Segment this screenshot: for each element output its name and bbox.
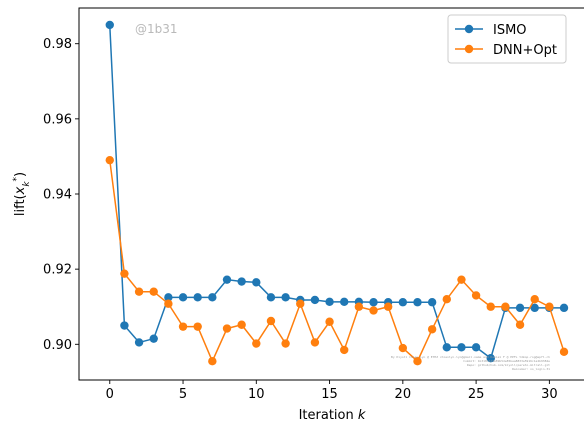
data-point-dnn-opt bbox=[340, 345, 349, 355]
data-point-dnn-opt bbox=[164, 299, 173, 308]
data-point-ismo bbox=[252, 278, 261, 287]
data-point-ismo bbox=[178, 293, 188, 302]
data-point-dnn-opt bbox=[105, 155, 114, 165]
data-point-dnn-opt bbox=[266, 316, 276, 326]
x-axis-label-var: k bbox=[358, 408, 366, 423]
data-point-ismo bbox=[369, 298, 378, 307]
legend-label-ismo: ISMO bbox=[493, 23, 527, 38]
data-point-dnn-opt bbox=[325, 317, 334, 326]
credit-line: By Kiyoll Chien Lyn @ ETHZ chienlyn.lyn@… bbox=[391, 355, 550, 359]
data-point-ismo bbox=[208, 293, 217, 302]
x-tick-label: 20 bbox=[395, 387, 412, 402]
data-point-ismo bbox=[105, 20, 114, 30]
data-point-ismo bbox=[427, 298, 437, 307]
data-point-dnn-opt bbox=[442, 295, 451, 304]
data-point-dnn-opt bbox=[120, 269, 129, 278]
legend: ISMO DNN+Opt bbox=[447, 14, 567, 64]
x-tick-label: 5 bbox=[179, 387, 187, 402]
y-tick-label: 0.92 bbox=[43, 263, 72, 278]
data-point-ismo bbox=[222, 275, 232, 284]
data-point-ismo bbox=[149, 334, 158, 343]
credit-line: Repo: github/hub.com/kiyoll/pareto-mitra… bbox=[467, 363, 550, 367]
data-point-dnn-opt bbox=[559, 347, 569, 357]
data-point-ismo bbox=[120, 321, 129, 330]
data-point-dnn-opt bbox=[354, 302, 364, 311]
legend-box bbox=[447, 14, 567, 64]
data-point-dnn-opt bbox=[457, 275, 466, 284]
data-point-dnn-opt bbox=[427, 325, 437, 334]
y-tick-label: 0.96 bbox=[43, 112, 72, 127]
x-axis-label-text: Iteration bbox=[299, 408, 354, 423]
axes-background bbox=[79, 8, 584, 380]
data-point-ismo bbox=[310, 295, 320, 305]
data-point-ismo bbox=[193, 293, 202, 302]
data-point-ismo bbox=[266, 293, 276, 302]
y-tick-label: 0.94 bbox=[43, 188, 72, 203]
data-point-ismo bbox=[530, 303, 539, 313]
watermark: @1b31 bbox=[135, 22, 178, 36]
x-tick-label: 0 bbox=[106, 387, 114, 402]
x-tick-label: 10 bbox=[248, 387, 265, 402]
y-tick-label: 0.90 bbox=[43, 338, 72, 353]
data-point-ismo bbox=[237, 277, 246, 286]
data-point-dnn-opt bbox=[398, 343, 408, 353]
data-point-dnn-opt bbox=[296, 299, 305, 308]
data-point-ismo bbox=[134, 338, 144, 347]
y-tick-label: 0.98 bbox=[43, 37, 72, 52]
data-point-ismo bbox=[398, 298, 408, 307]
series-layer bbox=[105, 20, 569, 366]
data-point-ismo bbox=[164, 293, 173, 302]
data-point-ismo bbox=[457, 343, 466, 352]
x-axis: 0 5 10 15 20 25 30 bbox=[106, 380, 558, 402]
data-point-ismo bbox=[559, 303, 569, 313]
data-point-dnn-opt bbox=[486, 302, 495, 311]
data-point-dnn-opt bbox=[383, 302, 393, 311]
data-point-dnn-opt bbox=[193, 322, 202, 331]
data-point-ismo bbox=[413, 298, 422, 307]
data-point-dnn-opt bbox=[222, 324, 232, 333]
plot-area bbox=[79, 8, 584, 380]
data-point-dnn-opt bbox=[208, 357, 217, 366]
data-point-dnn-opt bbox=[178, 322, 188, 331]
y-axis: 0.90 0.92 0.94 0.96 0.98 bbox=[43, 37, 79, 353]
data-point-dnn-opt bbox=[501, 302, 510, 311]
data-point-dnn-opt bbox=[281, 339, 290, 348]
data-point-ismo bbox=[486, 354, 495, 363]
legend-marker-dnn-opt bbox=[464, 44, 474, 54]
data-point-ismo bbox=[325, 297, 334, 307]
data-point-ismo bbox=[340, 297, 349, 307]
data-point-ismo bbox=[442, 343, 451, 352]
x-tick-label: 30 bbox=[541, 387, 558, 402]
data-point-dnn-opt bbox=[530, 295, 539, 304]
data-point-ismo bbox=[471, 343, 481, 352]
credit-line: Rainsmar: no_login.31 bbox=[512, 367, 550, 371]
data-point-dnn-opt bbox=[252, 339, 261, 348]
x-tick-label: 15 bbox=[321, 387, 338, 402]
legend-label-dnn-opt: DNN+Opt bbox=[493, 43, 557, 58]
data-point-dnn-opt bbox=[149, 287, 158, 296]
legend-marker-ismo bbox=[464, 24, 474, 34]
data-point-dnn-opt bbox=[369, 306, 378, 315]
data-point-dnn-opt bbox=[134, 287, 144, 296]
data-point-dnn-opt bbox=[413, 357, 422, 366]
data-point-dnn-opt bbox=[471, 291, 481, 300]
credit-line: Commit: 1b31874d3e89b5de85bea8833a5916c1… bbox=[463, 359, 550, 363]
data-point-ismo bbox=[281, 293, 290, 302]
data-point-dnn-opt bbox=[310, 338, 320, 347]
x-axis-label: Iteration k bbox=[299, 408, 366, 423]
data-point-dnn-opt bbox=[545, 302, 554, 311]
x-tick-label: 25 bbox=[468, 387, 485, 402]
credit-text: By Kiyoll Chien Lyn @ ETHZ chienlyn.lyn@… bbox=[391, 355, 550, 371]
data-point-dnn-opt bbox=[515, 320, 525, 329]
data-point-dnn-opt bbox=[237, 320, 246, 329]
data-point-ismo bbox=[515, 303, 525, 313]
